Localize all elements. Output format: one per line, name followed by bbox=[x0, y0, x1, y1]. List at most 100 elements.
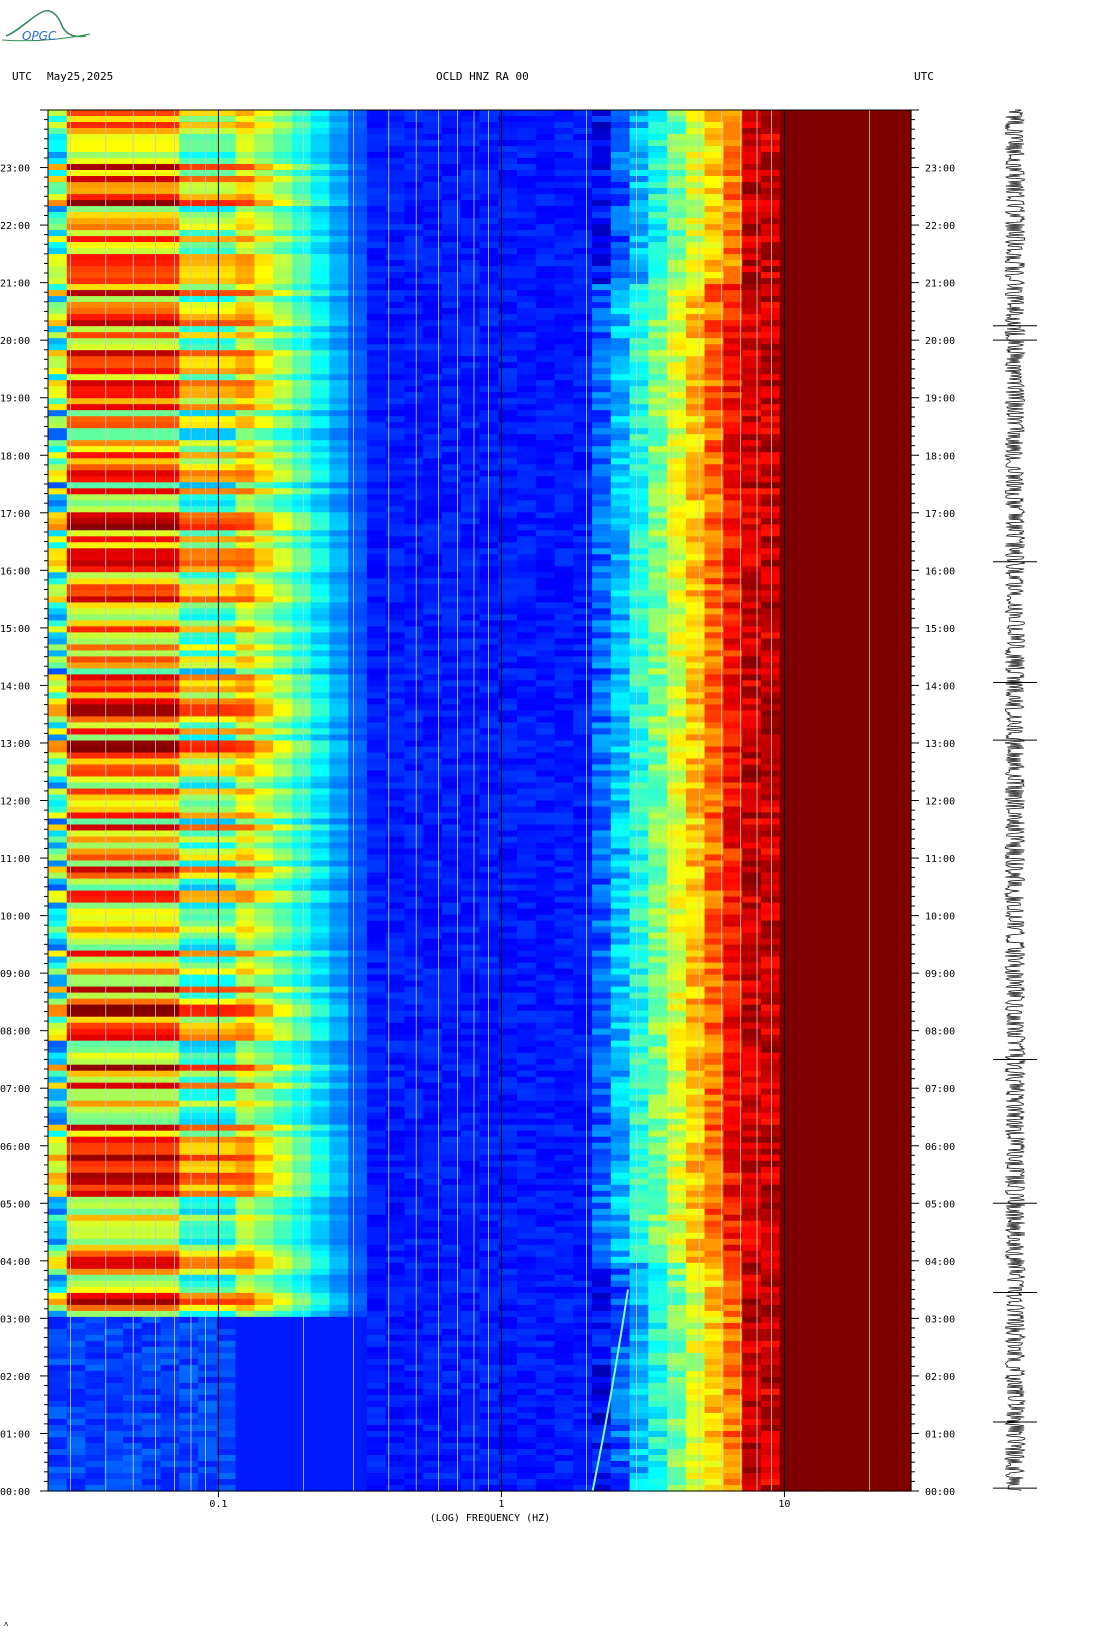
heatmap-cell bbox=[273, 620, 293, 627]
heatmap-cell bbox=[517, 704, 537, 711]
heatmap-cell bbox=[592, 392, 612, 399]
heatmap-cell bbox=[385, 614, 406, 621]
heatmap-cell bbox=[216, 368, 237, 375]
heatmap-cell bbox=[535, 614, 556, 621]
heatmap-cell bbox=[610, 296, 631, 303]
heatmap-cell bbox=[123, 164, 143, 171]
heatmap-cell bbox=[48, 518, 68, 525]
heatmap-cell bbox=[404, 590, 424, 597]
heatmap-cell bbox=[385, 110, 406, 117]
heatmap-cell bbox=[798, 278, 818, 285]
heatmap-cell bbox=[817, 116, 837, 123]
heatmap-cell bbox=[460, 236, 481, 243]
heatmap-cell bbox=[742, 320, 762, 327]
heatmap-cell bbox=[366, 542, 387, 549]
heatmap-cell bbox=[517, 692, 537, 699]
heatmap-cell bbox=[329, 338, 349, 345]
heatmap-cell bbox=[873, 164, 893, 171]
heatmap-cell bbox=[235, 434, 255, 441]
heatmap-cell bbox=[198, 320, 218, 327]
heatmap-cell bbox=[179, 134, 199, 141]
heatmap-cell bbox=[610, 620, 631, 627]
heatmap-cell bbox=[160, 170, 180, 177]
heatmap-cell bbox=[817, 632, 837, 639]
heatmap-cell bbox=[216, 734, 237, 742]
heatmap-cell bbox=[779, 146, 800, 153]
heatmap-cell bbox=[723, 200, 743, 207]
heatmap-cell bbox=[685, 548, 706, 555]
heatmap-cell bbox=[610, 368, 631, 375]
heatmap-cell bbox=[723, 206, 743, 213]
heatmap-cell bbox=[348, 194, 368, 201]
heatmap-cell bbox=[123, 350, 143, 357]
heatmap-cell bbox=[479, 668, 499, 675]
heatmap-cell bbox=[310, 110, 331, 117]
heatmap-cell bbox=[535, 182, 556, 189]
heatmap-cell bbox=[329, 602, 349, 609]
heatmap-cell bbox=[329, 320, 349, 327]
heatmap-cell bbox=[123, 182, 143, 189]
heatmap-cell bbox=[779, 560, 800, 567]
heatmap-cell bbox=[48, 476, 68, 483]
heatmap-cell bbox=[836, 272, 856, 279]
heatmap-cell bbox=[798, 710, 818, 717]
heatmap-cell bbox=[648, 584, 668, 591]
heatmap-cell bbox=[873, 140, 893, 147]
heatmap-cell bbox=[817, 110, 837, 117]
heatmap-cell bbox=[291, 500, 312, 507]
heatmap-cell bbox=[742, 710, 762, 717]
heatmap-cell bbox=[310, 386, 331, 393]
heatmap-cell bbox=[198, 128, 218, 135]
heatmap-cell bbox=[366, 578, 387, 585]
heatmap-cell bbox=[442, 464, 462, 471]
heatmap-cell bbox=[667, 578, 687, 585]
heatmap-cell bbox=[141, 590, 162, 597]
heatmap-cell bbox=[817, 212, 837, 219]
heatmap-cell bbox=[629, 650, 649, 657]
heatmap-cell bbox=[66, 116, 87, 123]
heatmap-cell bbox=[329, 224, 349, 231]
heatmap-cell bbox=[498, 308, 518, 315]
heatmap-cell bbox=[592, 128, 612, 135]
heatmap-cell bbox=[385, 716, 406, 723]
heatmap-cell bbox=[685, 692, 706, 699]
heatmap-row bbox=[48, 206, 912, 213]
heatmap-cell bbox=[291, 338, 312, 345]
heatmap-cell bbox=[366, 278, 387, 285]
heatmap-cell bbox=[517, 560, 537, 567]
heatmap-cell bbox=[66, 422, 87, 429]
heatmap-cell bbox=[179, 656, 199, 663]
heatmap-cell bbox=[836, 278, 856, 285]
heatmap-cell bbox=[685, 740, 706, 748]
heatmap-cell bbox=[404, 584, 424, 591]
heatmap-cell bbox=[48, 668, 68, 675]
heatmap-cell bbox=[817, 122, 837, 129]
heatmap-cell bbox=[123, 242, 143, 249]
heatmap-cell bbox=[554, 416, 574, 423]
heatmap-cell bbox=[198, 470, 218, 477]
heatmap-cell bbox=[479, 584, 499, 591]
heatmap-cell bbox=[742, 278, 762, 285]
heatmap-cell bbox=[610, 320, 631, 327]
heatmap-cell bbox=[817, 404, 837, 411]
heatmap-cell bbox=[291, 236, 312, 243]
heatmap-cell bbox=[273, 578, 293, 585]
heatmap-cell bbox=[723, 182, 743, 189]
heatmap-cell bbox=[723, 650, 743, 657]
heatmap-cell bbox=[479, 140, 499, 147]
heatmap-cell bbox=[779, 590, 800, 597]
heatmap-cell bbox=[667, 356, 687, 363]
heatmap-cell bbox=[798, 404, 818, 411]
heatmap-cell bbox=[592, 176, 612, 183]
heatmap-cell bbox=[742, 608, 762, 615]
heatmap-cell bbox=[48, 368, 68, 375]
heatmap-cell bbox=[198, 614, 218, 621]
heatmap-cell bbox=[535, 254, 556, 261]
heatmap-cell bbox=[592, 512, 612, 519]
heatmap-cell bbox=[685, 434, 706, 441]
heatmap-cell bbox=[704, 134, 724, 141]
heatmap-cell bbox=[423, 578, 443, 585]
heatmap-cell bbox=[48, 710, 68, 717]
heatmap-cell bbox=[235, 272, 255, 279]
heatmap-cell bbox=[348, 512, 368, 519]
